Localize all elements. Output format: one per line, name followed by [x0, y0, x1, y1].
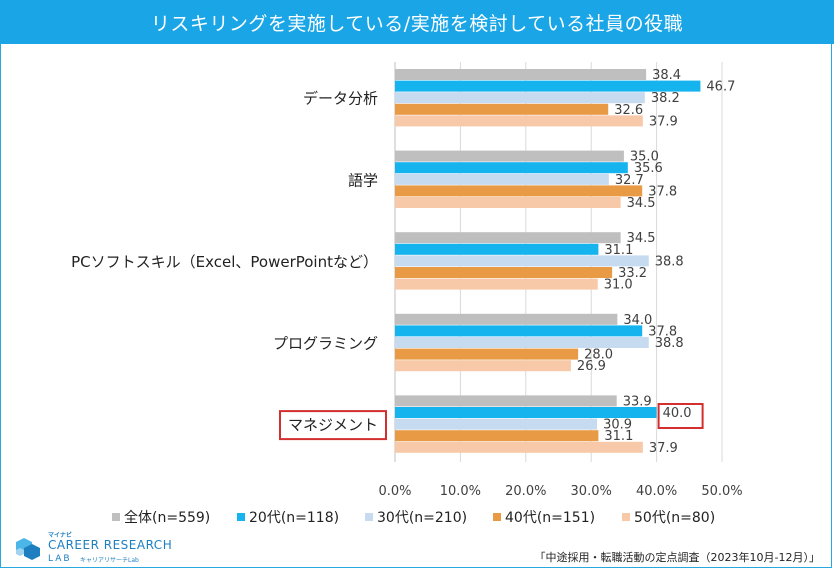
x-tick-label: 0.0%	[378, 484, 411, 499]
legend-label: 30代(n=210)	[377, 510, 467, 526]
highlight-box-category	[279, 410, 387, 441]
data-label: 37.8	[648, 324, 677, 339]
data-label: 38.4	[652, 68, 681, 83]
data-label: 31.0	[604, 278, 633, 293]
bar	[395, 267, 613, 278]
data-label: 31.1	[604, 429, 633, 444]
data-label: 35.6	[634, 161, 663, 176]
data-label: 38.8	[655, 254, 684, 269]
highlight-box-value	[657, 403, 704, 429]
legend-label: 全体(n=559)	[124, 509, 210, 526]
bar	[395, 441, 643, 453]
data-label: 37.8	[648, 184, 677, 199]
x-tick-label: 30.0%	[571, 484, 612, 499]
data-label: 40.0	[663, 406, 692, 421]
data-label: 38.8	[655, 336, 684, 351]
category-label: 語学	[348, 171, 378, 189]
bar	[395, 348, 579, 360]
category-label: データ分析	[303, 90, 378, 108]
data-label: 26.9	[577, 359, 606, 374]
bar	[395, 162, 628, 174]
bar	[395, 69, 647, 80]
chart-title-text: リスキリングを実施している/実施を検討している社員の役職	[150, 12, 684, 35]
x-tick-label: 20.0%	[505, 484, 546, 499]
bar	[395, 150, 624, 162]
data-label: 46.7	[706, 80, 735, 95]
category-label: マネジメント	[288, 416, 378, 434]
legend-swatch	[493, 513, 501, 521]
x-tick-label: 10.0%	[440, 484, 481, 499]
category-label: PCソフトスキル（Excel、PowerPointなど）	[71, 253, 378, 271]
bar	[395, 418, 598, 430]
bar	[395, 92, 645, 104]
data-label: 28.0	[584, 348, 613, 363]
legend-swatch	[365, 513, 373, 521]
data-label: 31.1	[604, 243, 633, 258]
logo-mark-icon	[16, 538, 40, 560]
data-label: 35.0	[630, 150, 659, 165]
bar	[395, 407, 657, 418]
bar	[395, 360, 571, 372]
legend-label: 20代(n=118)	[249, 510, 339, 526]
bar	[395, 313, 618, 325]
logo-subtitle: キャリアリサーチLab	[80, 557, 139, 564]
data-label: 32.6	[614, 103, 643, 118]
data-label: 32.7	[615, 173, 644, 188]
legend-swatch	[112, 513, 120, 521]
logo-name: CAREER RESEARCH	[48, 538, 173, 552]
legend-label: 40代(n=151)	[505, 510, 595, 526]
bar	[395, 337, 649, 348]
legend-label: 50代(n=80)	[634, 510, 715, 526]
data-label: 38.2	[651, 91, 680, 106]
data-label: 34.5	[627, 231, 656, 246]
bar	[395, 197, 621, 208]
bar	[395, 325, 643, 337]
logo-kana: マイナビ	[48, 532, 72, 539]
bar	[395, 173, 609, 185]
data-label: 33.9	[623, 394, 652, 409]
x-tick-label: 50.0%	[701, 484, 742, 499]
bar	[395, 243, 599, 255]
chart-title: リスキリングを実施している/実施を検討している社員の役職	[0, 0, 834, 44]
bar	[395, 395, 617, 407]
source-note: 「中途採用・転職活動の定点調査（2023年10月-12月）」	[534, 551, 820, 564]
data-label: 33.2	[618, 266, 647, 281]
logo-lab: LAB	[48, 554, 72, 564]
legend-swatch	[622, 513, 630, 521]
x-tick-label: 40.0%	[636, 484, 677, 499]
career-research-lab-logo: マイナビ CAREER RESEARCH LAB キャリアリサーチLab	[14, 530, 184, 566]
data-label: 37.9	[649, 114, 678, 129]
data-label: 34.5	[627, 196, 656, 211]
legend-swatch	[237, 513, 245, 521]
bar	[395, 232, 621, 244]
bar	[395, 115, 643, 127]
bar	[395, 80, 701, 92]
category-label: プログラミング	[273, 335, 378, 353]
bar	[395, 185, 643, 197]
data-label: 30.9	[603, 418, 632, 433]
bar	[395, 430, 599, 442]
bar	[395, 255, 649, 267]
bar	[395, 103, 609, 115]
bar	[395, 278, 598, 290]
data-label: 34.0	[623, 313, 652, 328]
data-label: 37.9	[649, 441, 678, 456]
